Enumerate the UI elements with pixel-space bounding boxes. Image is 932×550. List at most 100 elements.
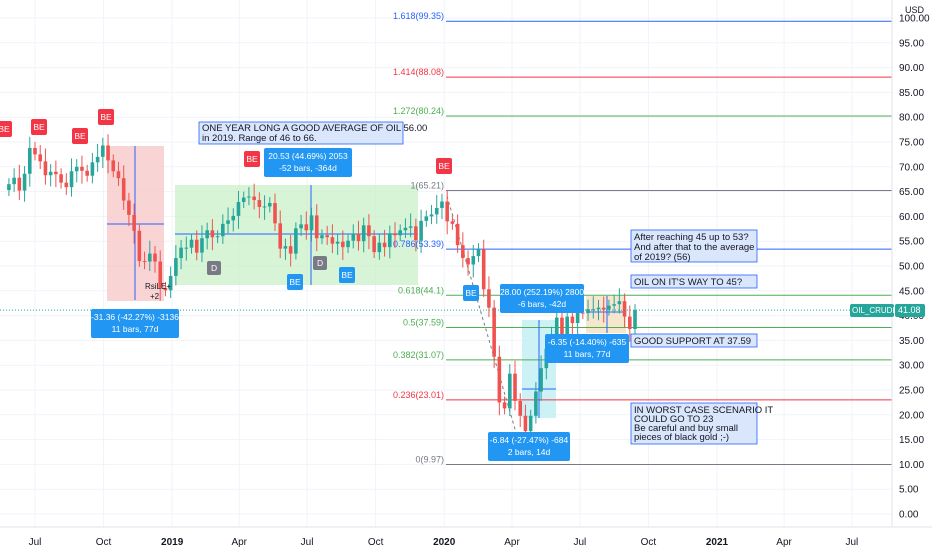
candle-body [221, 223, 225, 237]
candle-body [429, 214, 434, 217]
candle-body [633, 310, 637, 329]
candle-body [393, 233, 397, 236]
svg-text:BE: BE [100, 112, 112, 122]
be-marker: BE [72, 128, 88, 144]
measure-label: -31.36 (-42.27%) -3136 11 bars, 77d [91, 309, 179, 338]
candle-body [116, 171, 121, 179]
candle-body [581, 312, 585, 314]
candle-body [12, 177, 16, 185]
candle-body [617, 301, 622, 305]
be-marker: BE [31, 119, 47, 135]
price-tick-label: 100.00 [899, 14, 930, 25]
price-tick-label: 5.00 [899, 485, 919, 496]
time-tick-label: Jul [573, 537, 586, 548]
candle-body [205, 230, 209, 239]
candle-body [387, 233, 392, 248]
candle-body [502, 402, 507, 409]
price-tick-label: 0.00 [899, 510, 919, 521]
candle-body [424, 216, 429, 221]
price-tick-label: 15.00 [899, 435, 924, 446]
svg-text:11 bars, 77d: 11 bars, 77d [112, 324, 159, 334]
candle-body [48, 171, 53, 176]
candle-body [69, 171, 74, 188]
fib-level-label: 1(65.21) [410, 181, 444, 191]
price-tick-label: 95.00 [899, 38, 924, 49]
candle-body [7, 184, 11, 191]
candle-body [481, 249, 486, 290]
time-tick-label: Apr [776, 537, 792, 548]
price-tick-label: 60.00 [899, 212, 924, 223]
candle-body [278, 223, 283, 249]
candle-body [492, 307, 496, 357]
candle-body [497, 356, 502, 403]
time-axis[interactable]: Jul Oct 2019 Apr Jul Oct 2020 Apr Jul Oct 2021 Apr J… [29, 537, 859, 548]
candle-body [215, 236, 220, 238]
price-tick-label: 75.00 [899, 138, 924, 149]
candle-body [476, 249, 481, 257]
note-worst-case[interactable]: IN WORST CASE SCENARIO IT COULD GO TO 23… [630, 402, 773, 445]
fib-level-label: 0.382(31.07) [393, 350, 444, 360]
price-tick-label: 55.00 [899, 237, 924, 248]
svg-text:BE: BE [341, 270, 353, 280]
candle-body [382, 242, 387, 248]
candle-body [596, 307, 601, 310]
svg-text:BE: BE [33, 122, 45, 132]
candle-body [309, 215, 314, 231]
candle-body [554, 317, 559, 338]
time-tick-label: 2021 [706, 537, 729, 548]
svg-text:2 bars, 14d: 2 bars, 14d [508, 447, 551, 457]
price-tick-label: 30.00 [899, 361, 924, 372]
candle-body [560, 317, 564, 334]
note-one-year-average[interactable]: ONE YEAR LONG A GOOD AVERAGE OF OIL 56.0… [198, 121, 427, 145]
time-tick-label: Apr [231, 537, 247, 548]
candle-body [106, 145, 110, 161]
candle-body [304, 224, 309, 231]
price-tick-label: 10.00 [899, 460, 924, 471]
candle-body [398, 230, 403, 236]
candle-body [54, 171, 58, 175]
candle-body [137, 230, 142, 262]
svg-text:GOOD SUPPORT AT 37.59: GOOD SUPPORT AT 37.59 [634, 336, 751, 347]
time-tick-label: Jul [301, 537, 314, 548]
note-support-3759[interactable]: GOOD SUPPORT AT 37.59 [630, 333, 758, 348]
price-tick-label: 90.00 [899, 63, 924, 74]
be-marker: BE [0, 121, 12, 137]
svg-text:OIL ON IT'S WAY TO 45?: OIL ON IT'S WAY TO 45? [634, 277, 742, 288]
candle-body [27, 147, 32, 174]
candle-body [262, 206, 267, 208]
candle-body [367, 225, 371, 237]
candle-body [147, 253, 152, 262]
candle-body [356, 233, 361, 242]
be-marker: BE [436, 158, 452, 174]
candle-body [440, 201, 444, 208]
price-axis[interactable]: 100.00 95.00 90.00 85.00 80.00 75.00 70.00 65.0… [899, 14, 930, 521]
fib-level-label: 0.618(44.1) [398, 285, 444, 295]
candle-body [534, 391, 538, 416]
note-way-to-45[interactable]: OIL ON IT'S WAY TO 45? [630, 274, 758, 289]
candle-body [168, 275, 173, 291]
svg-text:D: D [211, 263, 217, 273]
fib-level-label: 1.618(99.35) [393, 11, 444, 21]
candle-body [231, 215, 236, 221]
candle-body [132, 214, 136, 231]
price-tick-label: 65.00 [899, 187, 924, 198]
candle-body [38, 154, 43, 162]
svg-text:IN WORST CASE SCENARIO IT: IN WORST CASE SCENARIO IT [634, 405, 773, 416]
candle-body [330, 237, 335, 244]
candle-body [43, 161, 48, 176]
candle-body [351, 233, 356, 241]
candle-body [158, 261, 163, 288]
candle-body [487, 289, 491, 308]
candle-body [471, 256, 476, 265]
note-target-53[interactable]: After reaching 45 up to 53? And after th… [630, 229, 758, 263]
price-tick-label: 70.00 [899, 162, 924, 173]
candle-body [299, 224, 303, 229]
time-tick-label: Oct [96, 537, 112, 548]
candle-body [257, 200, 262, 207]
candle-body [570, 316, 575, 324]
svg-text:D: D [317, 258, 323, 268]
candle-body [377, 242, 382, 253]
candle-body [539, 368, 543, 392]
candle-body [361, 225, 366, 242]
